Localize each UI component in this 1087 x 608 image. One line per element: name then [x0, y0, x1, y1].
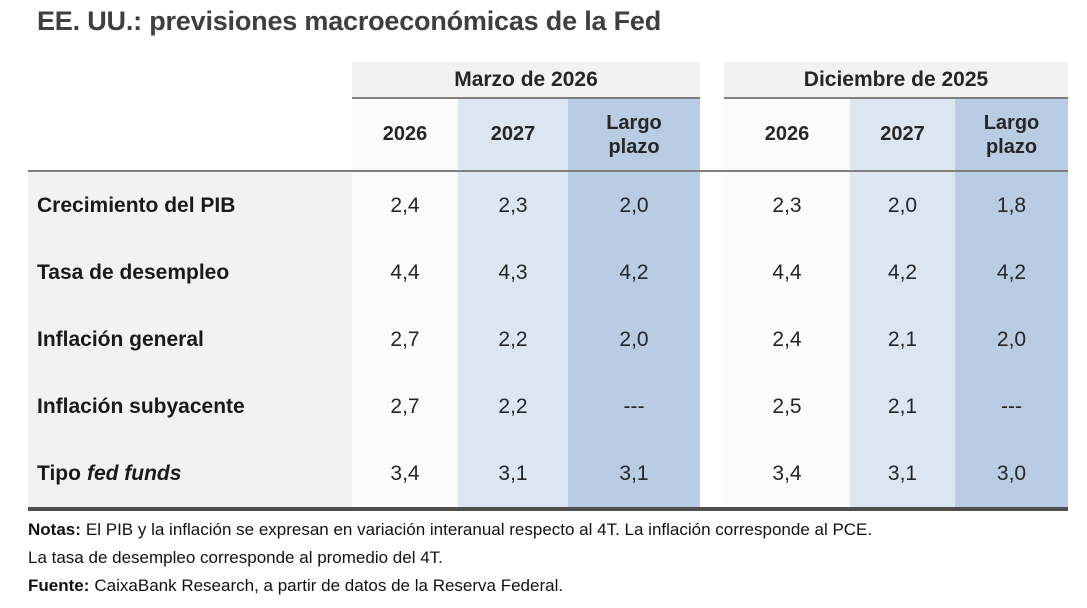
label-column-header: [28, 99, 352, 172]
table-cell: 2,4: [724, 306, 850, 373]
table-cell: 2,4: [352, 172, 458, 239]
forecast-table: Marzo de 2026 Diciembre de 2025 2026 202…: [28, 62, 1068, 511]
table-cell: 4,2: [850, 239, 955, 306]
group-gap-spacer: [700, 62, 724, 99]
row-label-text: Crecimiento del PIB: [37, 193, 236, 217]
row-label-text: Tipo: [37, 461, 81, 485]
table-cell: ---: [568, 373, 700, 440]
table-cell: 2,2: [458, 373, 568, 440]
table-cell: 3,1: [458, 440, 568, 507]
subheader-gap-spacer: [700, 99, 724, 172]
table-cell: 2,1: [850, 306, 955, 373]
row-label-text: Tasa de desempleo: [37, 260, 230, 284]
column-group-diciembre-2025: Diciembre de 2025: [724, 62, 1068, 99]
table-cell: 1,8: [955, 172, 1068, 239]
source-label: Fuente:: [28, 576, 90, 595]
col-header-dlargo-text: Largo plazo: [983, 111, 1040, 158]
table-cell: 2,0: [568, 172, 700, 239]
row-label-crecimiento-pib: Crecimiento del PIB: [28, 172, 352, 239]
table-cell: 2,3: [458, 172, 568, 239]
notes-text-1: El PIB y la inflación se expresan en var…: [85, 520, 873, 539]
table-cell: 2,5: [724, 373, 850, 440]
footnotes: Notas: El PIB y la inflación se expresan …: [28, 516, 1073, 600]
row-label-text: Inflación subyacente: [37, 394, 245, 418]
source-line: Fuente: CaixaBank Research, a partir de d…: [28, 572, 1073, 600]
row-label-tipo-fed-funds: Tipo fed funds: [28, 440, 352, 507]
table-cell: 4,2: [955, 239, 1068, 306]
notes-text-2: La tasa de desempleo corresponde al prom…: [28, 548, 443, 567]
table-cell: 3,4: [724, 440, 850, 507]
table-cell: 2,3: [724, 172, 850, 239]
table-cell: 4,3: [458, 239, 568, 306]
table-cell: 2,0: [568, 306, 700, 373]
col-header-d2027: 2027: [850, 99, 955, 172]
row-gap-spacer: [700, 373, 724, 440]
notes-line-2: La tasa de desempleo corresponde al prom…: [28, 544, 1073, 572]
col-header-mlargo: Largo plazo: [568, 99, 700, 172]
col-header-dlargo: Largo plazo: [955, 99, 1068, 172]
col-header-m2027: 2027: [458, 99, 568, 172]
row-label-tasa-desempleo: Tasa de desempleo: [28, 239, 352, 306]
corner-spacer: [28, 62, 352, 99]
table-cell: 4,2: [568, 239, 700, 306]
row-label-inflacion-subyacente: Inflación subyacente: [28, 373, 352, 440]
table-cell: ---: [955, 373, 1068, 440]
col-header-m2026: 2026: [352, 99, 458, 172]
page-title: EE. UU.: previsiones macroeconómicas de …: [37, 6, 662, 36]
row-gap-spacer: [700, 172, 724, 239]
col-header-mlargo-text: Largo plazo: [606, 111, 662, 158]
table-cell: 2,1: [850, 373, 955, 440]
table-cell: 2,0: [955, 306, 1068, 373]
table-cell: 3,0: [955, 440, 1068, 507]
table-cell: 2,7: [352, 306, 458, 373]
row-gap-spacer: [700, 440, 724, 507]
row-label-inflacion-general: Inflación general: [28, 306, 352, 373]
table-cell: 2,7: [352, 373, 458, 440]
row-gap-spacer: [700, 239, 724, 306]
table-cell: 3,1: [850, 440, 955, 507]
notes-line-1: Notas: El PIB y la inflación se expresan …: [28, 516, 1073, 544]
table-cell: 3,1: [568, 440, 700, 507]
row-gap-spacer: [700, 306, 724, 373]
row-label-italic-text: fed funds: [86, 461, 182, 485]
table-cell: 2,2: [458, 306, 568, 373]
column-group-marzo-2026: Marzo de 2026: [352, 62, 700, 99]
notes-label: Notas:: [28, 520, 81, 539]
table-cell: 4,4: [724, 239, 850, 306]
col-header-d2026: 2026: [724, 99, 850, 172]
source-text: CaixaBank Research, a partir de datos de…: [94, 576, 564, 595]
table-cell: 4,4: [352, 239, 458, 306]
table-cell: 2,0: [850, 172, 955, 239]
row-label-text: Inflación general: [37, 327, 204, 351]
table-cell: 3,4: [352, 440, 458, 507]
